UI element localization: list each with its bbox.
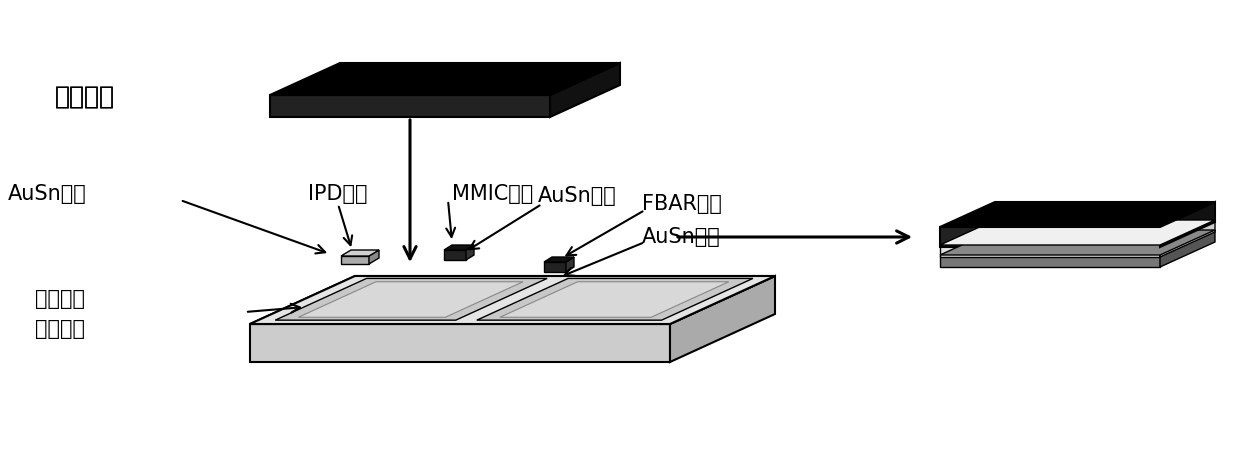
Polygon shape	[1159, 202, 1215, 247]
Text: 陶瓷封盖: 陶瓷封盖	[55, 85, 115, 109]
Polygon shape	[940, 230, 1215, 255]
Polygon shape	[275, 278, 547, 320]
Polygon shape	[940, 220, 1215, 245]
Polygon shape	[341, 256, 370, 264]
Polygon shape	[1159, 230, 1215, 267]
Text: FBAR芯片: FBAR芯片	[642, 194, 722, 214]
Text: AuSn焊料: AuSn焊料	[642, 227, 720, 247]
Text: 高密带腔
陶瓷基板: 高密带腔 陶瓷基板	[35, 289, 86, 339]
Polygon shape	[270, 95, 551, 117]
Polygon shape	[544, 257, 574, 262]
Polygon shape	[565, 257, 574, 272]
Polygon shape	[544, 262, 565, 272]
Polygon shape	[477, 278, 753, 320]
Text: AuSn焊料: AuSn焊料	[7, 184, 87, 204]
Polygon shape	[940, 202, 1215, 227]
Polygon shape	[444, 250, 466, 260]
Polygon shape	[250, 276, 775, 324]
Text: MMIC芯片: MMIC芯片	[453, 184, 533, 204]
Polygon shape	[270, 63, 620, 95]
Polygon shape	[940, 255, 1159, 267]
Text: IPD元件: IPD元件	[308, 184, 367, 204]
Polygon shape	[250, 324, 670, 362]
Polygon shape	[341, 250, 379, 256]
Polygon shape	[940, 227, 1159, 247]
Polygon shape	[466, 245, 474, 260]
Polygon shape	[250, 276, 775, 324]
Text: 陶瓷封盖: 陶瓷封盖	[55, 85, 115, 109]
Polygon shape	[444, 245, 474, 250]
Polygon shape	[940, 245, 1159, 257]
Polygon shape	[500, 282, 729, 317]
Text: AuSn焊料: AuSn焊料	[538, 186, 616, 206]
Polygon shape	[551, 63, 620, 117]
Polygon shape	[370, 250, 379, 264]
Polygon shape	[299, 282, 523, 317]
Polygon shape	[670, 276, 775, 362]
Polygon shape	[1159, 220, 1215, 257]
